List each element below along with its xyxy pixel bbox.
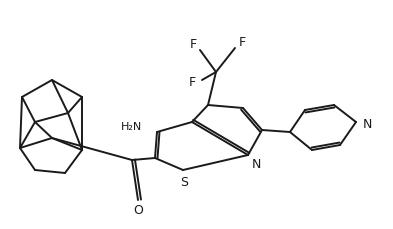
- Text: F: F: [189, 38, 196, 52]
- Text: N: N: [362, 117, 372, 131]
- Text: N: N: [251, 158, 261, 171]
- Text: S: S: [180, 175, 188, 188]
- Text: O: O: [133, 204, 143, 218]
- Text: F: F: [239, 36, 246, 49]
- Text: H₂N: H₂N: [121, 122, 143, 132]
- Text: F: F: [188, 76, 196, 90]
